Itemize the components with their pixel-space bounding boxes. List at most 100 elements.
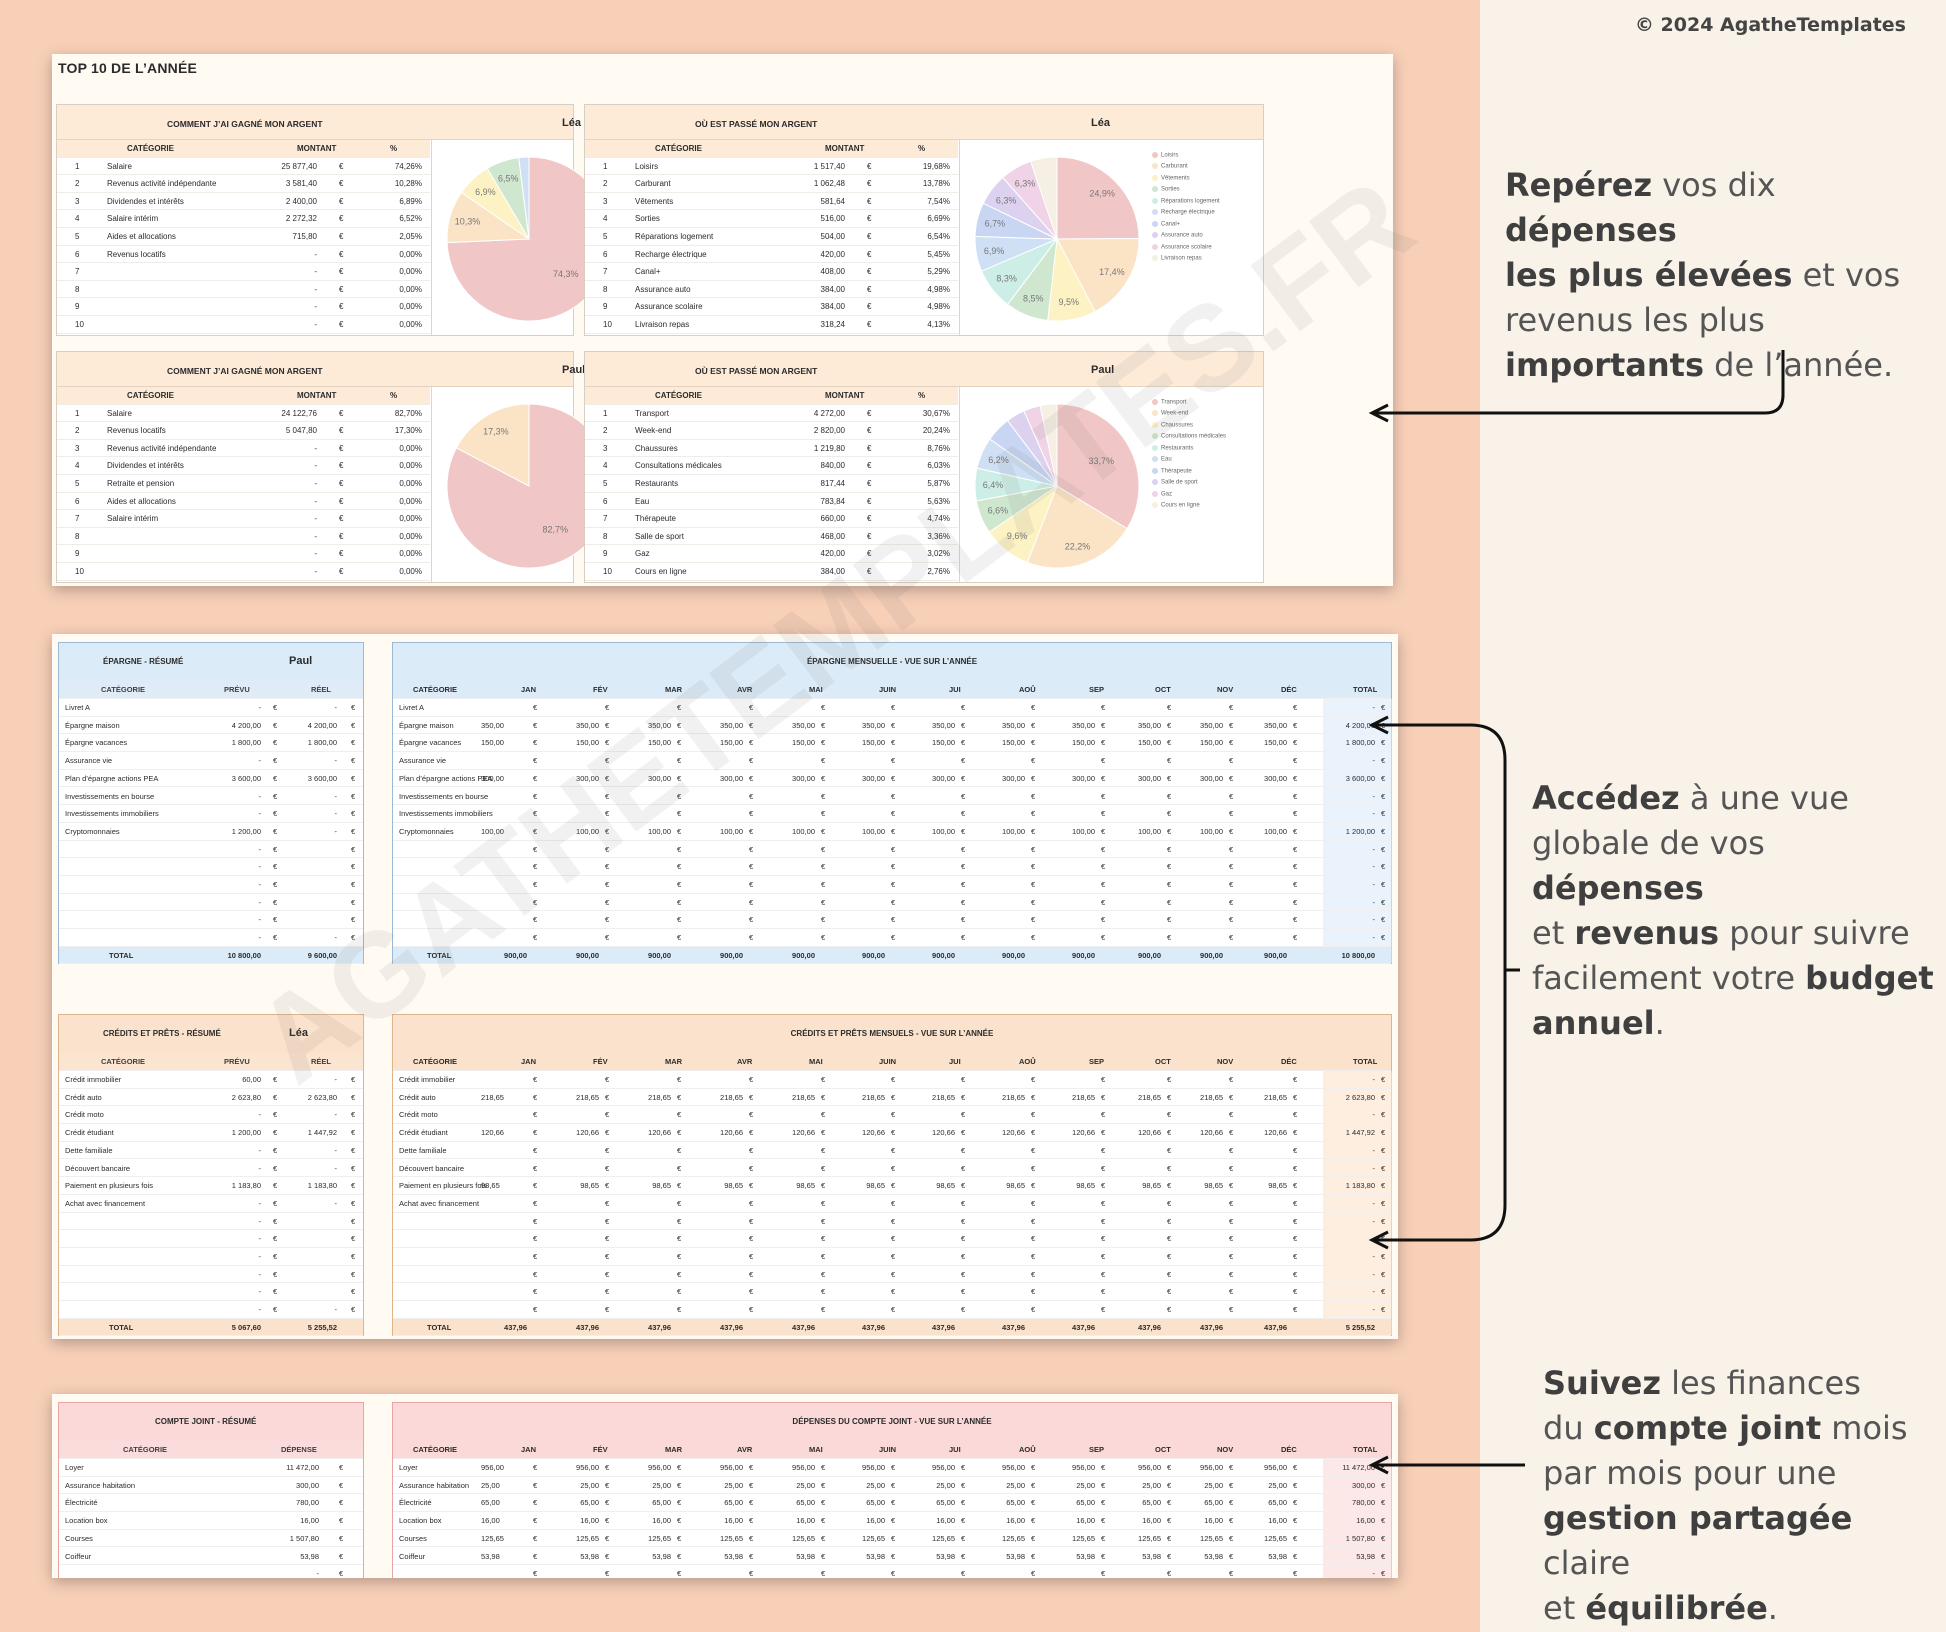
euro-sign: € xyxy=(961,1075,966,1084)
month-value: 65,00 xyxy=(936,1498,955,1508)
block-rows: CATÉGORIE MONTANT% 1 Loisirs 1 517,40 €19,68%… xyxy=(585,140,958,334)
euro-sign: € xyxy=(351,1252,356,1261)
top10-row: 6 Aides et allocations - €0,00% xyxy=(57,493,430,511)
euro-sign: € xyxy=(1101,1287,1106,1297)
month-value: 150,00 xyxy=(862,738,885,748)
row-planned: 11 472,00 xyxy=(286,1463,319,1472)
euro-sign: € xyxy=(891,756,896,766)
euro-sign: € xyxy=(1167,1075,1172,1084)
legend-dot xyxy=(1152,433,1158,440)
row-planned: 1 507,80 xyxy=(289,1533,319,1543)
summary-row: - € € xyxy=(59,894,363,912)
summary-col-headers: CATÉGORIE PRÉVU RÉEL xyxy=(59,1053,363,1071)
row-cell: € xyxy=(339,319,344,329)
euro-sign: € xyxy=(1167,1269,1172,1279)
row-cell: 2 820,00 xyxy=(813,426,845,436)
euro-sign: € xyxy=(273,1128,278,1138)
euro-sign: € xyxy=(821,1181,826,1191)
month-value: 125,65 xyxy=(576,1533,599,1543)
euro-sign: € xyxy=(1101,738,1106,748)
top10-row: 7 - €0,00% xyxy=(57,263,430,281)
euro-sign: € xyxy=(605,1269,610,1279)
legend-label: Réparations logement xyxy=(1161,198,1220,205)
summary-row: Crédit étudiant 1 200,00 €1 447,92 € xyxy=(59,1124,363,1142)
euro-sign: € xyxy=(1031,1216,1036,1226)
euro-sign: € xyxy=(1031,826,1036,836)
euro-sign: € xyxy=(1031,1198,1036,1208)
month-value: 98,65 xyxy=(936,1181,955,1191)
euro-sign: € xyxy=(1229,1252,1234,1261)
legend-dot xyxy=(1152,209,1158,216)
row-cell: € xyxy=(339,566,344,576)
summary-row: Dette familiale - € - € xyxy=(59,1142,363,1160)
month-value: 120,66 xyxy=(1072,1128,1095,1138)
pie-legend: Loisirs Carburant Vêtements Sorties Réparati… xyxy=(1152,152,1232,267)
euro-sign: € xyxy=(677,1551,682,1561)
month-value: 16,00 xyxy=(1006,1516,1025,1526)
row-label: Dette familiale xyxy=(65,1145,113,1155)
euro-sign: € xyxy=(1031,1075,1036,1084)
row-total: - xyxy=(1372,1252,1376,1261)
euro-sign: € xyxy=(605,756,610,766)
euro-sign: € xyxy=(1229,1128,1234,1138)
pie-label: 10,3% xyxy=(455,216,481,226)
euro-sign: € xyxy=(1381,1181,1386,1191)
monthly-row: Paiement en plusieurs fois 98,65 €98,65 €98… xyxy=(393,1177,1391,1195)
row-cell: 4 272,00 xyxy=(813,408,845,418)
euro-sign: € xyxy=(1031,773,1036,783)
month-value: 120,66 xyxy=(792,1128,815,1138)
col-header: MONTANT xyxy=(825,144,865,153)
euro-sign: € xyxy=(605,1516,610,1526)
euro-sign: € xyxy=(273,915,278,925)
row-cell: € xyxy=(867,267,872,277)
block-title: COMMENT J’AI GAGNÉ MON ARGENT xyxy=(167,119,323,129)
euro-sign: € xyxy=(677,862,682,872)
month-header: AOÛ xyxy=(1019,685,1036,694)
pie-label: 6,2% xyxy=(988,455,1009,465)
top10-row: 3 Dividendes et intérêts 2 400,00 €6,89% xyxy=(57,193,430,211)
monthly-row: € € € € € € € € € € € € - € xyxy=(393,876,1391,894)
top10-row: 9 - €0,00% xyxy=(57,298,430,316)
euro-sign: € xyxy=(533,1269,538,1279)
row-cell: 17,30% xyxy=(394,426,422,436)
month-header: SEP xyxy=(1089,685,1105,694)
legend-dot xyxy=(1152,163,1158,170)
row-label: Paiement en plusieurs fois xyxy=(65,1181,153,1191)
row-cell: € xyxy=(339,179,344,189)
month-value: 25,00 xyxy=(1142,1480,1161,1490)
euro-sign: € xyxy=(1101,1128,1106,1138)
monthly-row: € € € € € € € € € € € € - € xyxy=(393,841,1391,859)
legend-item: Livraison repas xyxy=(1152,255,1232,262)
euro-sign: € xyxy=(961,1181,966,1191)
row-planned: - xyxy=(258,1198,262,1208)
monthly-row: Épargne vacances 150,00 €150,00 €150,00 €150… xyxy=(393,734,1391,753)
row-total: 16,00 xyxy=(1356,1516,1375,1526)
row-cell: Retraite et pension xyxy=(107,478,175,488)
euro-sign: € xyxy=(1167,1145,1172,1155)
row-cell: 7 xyxy=(75,514,80,524)
euro-sign: € xyxy=(749,1533,754,1543)
month-value: 98,65 xyxy=(796,1181,815,1191)
euro-sign: € xyxy=(891,1234,896,1244)
summary-title: CRÉDITS ET PRÊTS - RÉSUMÉ xyxy=(103,1029,221,1038)
row-label: Achat avec financement xyxy=(65,1198,146,1208)
row-cell: 1 062,48 xyxy=(813,179,845,189)
euro-sign: € xyxy=(605,1198,610,1208)
legend-label: Week-end xyxy=(1161,411,1189,418)
euro-sign: € xyxy=(1293,756,1298,766)
euro-sign: € xyxy=(1229,933,1234,943)
month-value: 53,98 xyxy=(1006,1551,1025,1561)
month-value: 100,00 xyxy=(1072,826,1095,836)
row-cell: 5 xyxy=(603,478,608,488)
row-cell: 2,05% xyxy=(399,231,422,241)
euro-sign: € xyxy=(891,1145,896,1155)
month-value: 125,65 xyxy=(1138,1533,1161,1543)
row-cell: € xyxy=(867,549,872,559)
row-planned: - xyxy=(258,862,262,872)
euro-sign: € xyxy=(821,720,826,730)
pie-slice xyxy=(1056,237,1140,313)
row-cell: Sorties xyxy=(635,214,660,224)
row-cell: 3 xyxy=(75,443,80,453)
euro-sign: € xyxy=(1031,915,1036,925)
pie-label: 8,3% xyxy=(996,273,1017,283)
